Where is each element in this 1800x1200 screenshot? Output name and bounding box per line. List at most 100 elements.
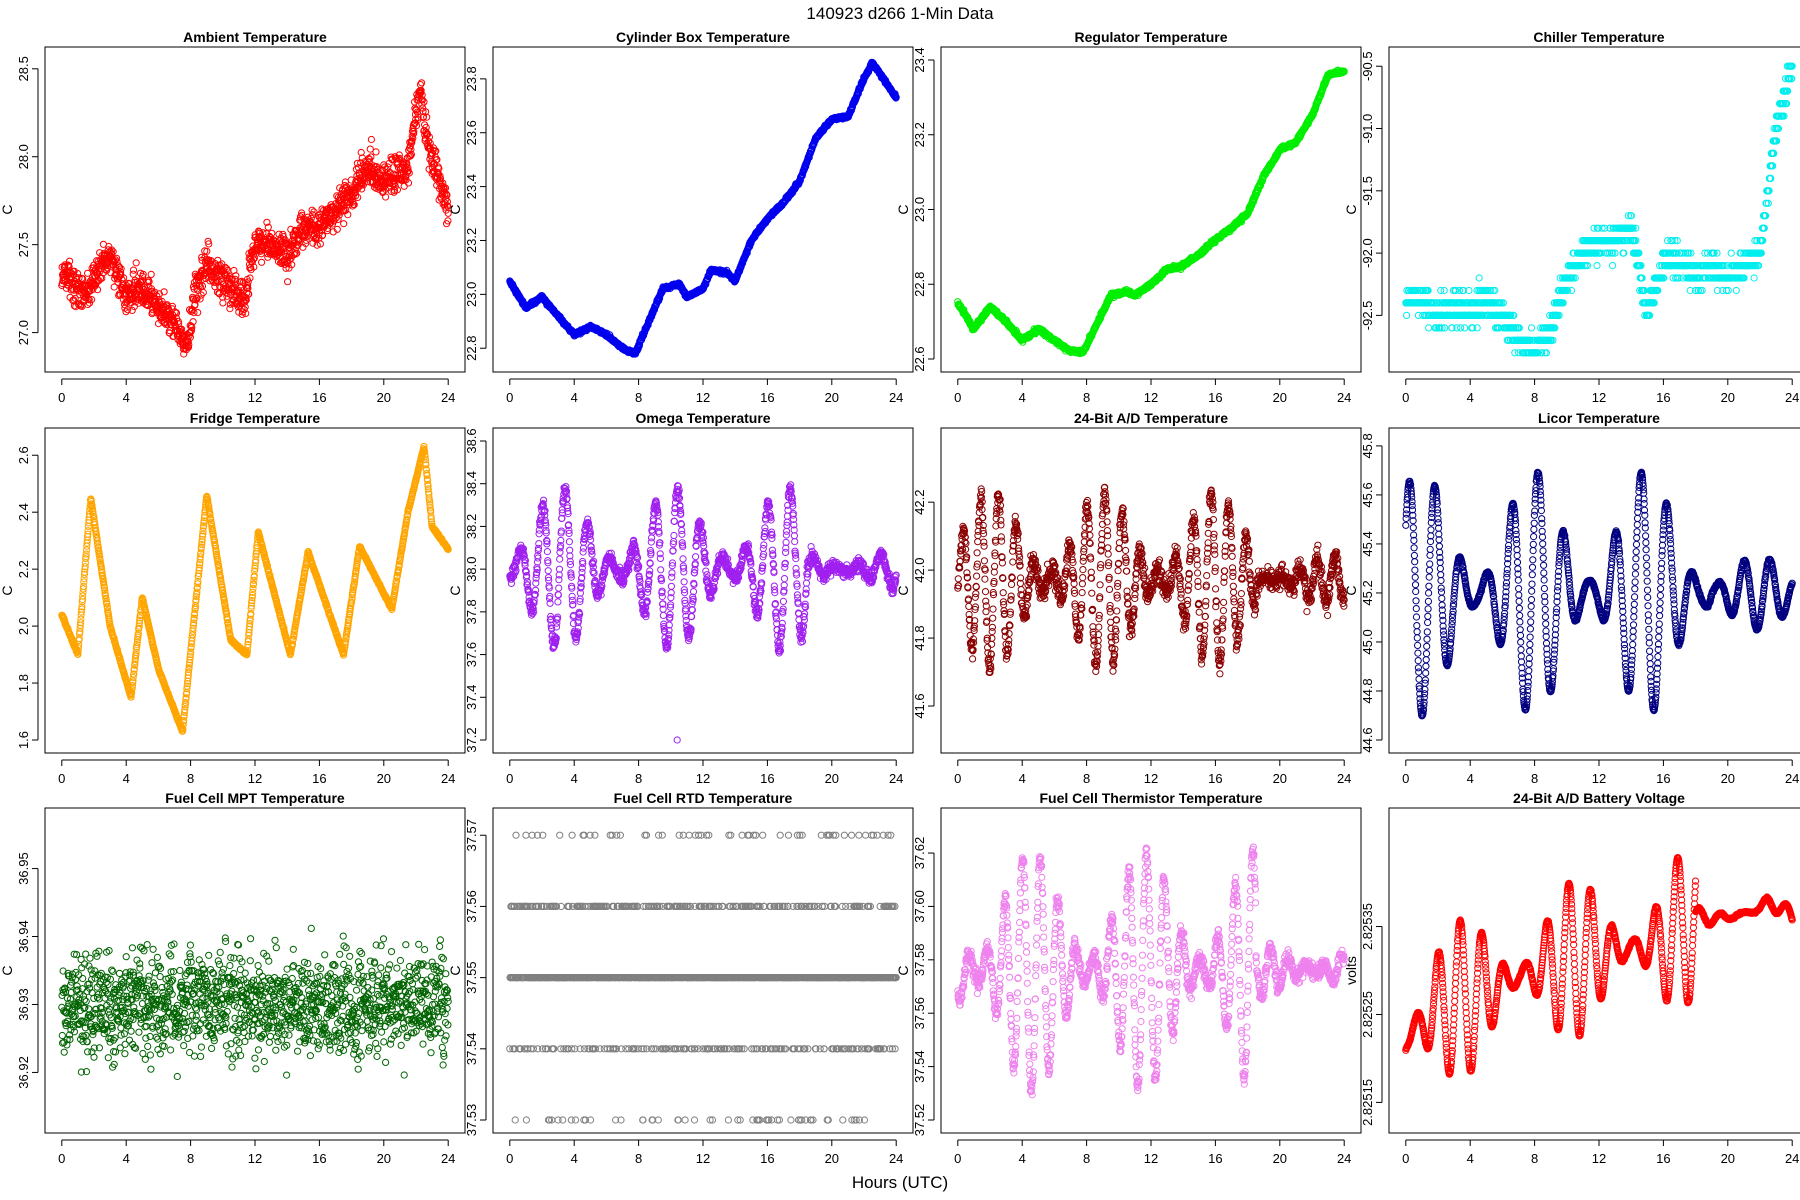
data-point — [84, 300, 92, 309]
x-tick-label: 8 — [1083, 390, 1090, 405]
data-point — [340, 220, 348, 228]
data-points — [506, 58, 900, 358]
data-point — [140, 283, 149, 291]
y-tick-label: 22.8 — [912, 272, 927, 297]
data-point — [298, 209, 306, 217]
x-tick-label: 4 — [571, 390, 578, 405]
data-point — [128, 306, 136, 314]
data-point — [84, 269, 92, 277]
data-point — [226, 305, 234, 313]
data-point — [258, 258, 266, 266]
data-point — [203, 247, 211, 255]
data-point — [293, 249, 301, 257]
data-point — [117, 265, 125, 273]
x-tick-label: 20 — [1273, 390, 1287, 405]
data-point — [85, 296, 93, 304]
x-tick-label: 16 — [760, 390, 774, 405]
data-point — [66, 257, 74, 265]
data-point — [284, 278, 292, 286]
x-tick-label: 20 — [377, 390, 391, 405]
x-tick-label: 12 — [696, 390, 710, 405]
data-point — [308, 206, 316, 214]
data-point — [153, 292, 161, 300]
x-axis: 0 4 8 12 16 20 24 — [58, 378, 455, 405]
data-point — [75, 274, 83, 282]
data-point — [316, 240, 324, 248]
data-point — [244, 278, 252, 286]
y-tick-label: 23.6 — [464, 120, 479, 145]
data-point — [194, 308, 202, 317]
y-axis: 22.823.023.223.423.623.8 — [464, 66, 487, 361]
data-point — [139, 270, 147, 278]
data-point — [242, 309, 250, 317]
data-point — [186, 333, 194, 341]
x-tick-label: 24 — [441, 390, 455, 405]
plot-frame — [492, 46, 914, 373]
data-point — [333, 225, 341, 233]
y-axis: 22.622.823.023.223.4 — [912, 47, 935, 372]
data-point — [246, 274, 254, 282]
y-tick-label: 28.5 — [16, 56, 31, 81]
data-point — [171, 308, 179, 316]
data-point — [194, 276, 203, 284]
data-point — [311, 234, 319, 242]
y-tick-label: 23.0 — [464, 282, 479, 307]
data-point — [144, 302, 152, 310]
x-tick-label: 24 — [889, 390, 903, 405]
data-point — [264, 223, 272, 231]
data-point — [199, 288, 207, 297]
data-point — [99, 259, 107, 267]
data-point — [1461, 324, 1469, 332]
data-point — [310, 208, 318, 216]
data-point — [163, 301, 171, 309]
data-point — [217, 278, 225, 286]
data-point — [185, 341, 193, 349]
data-point — [227, 276, 235, 284]
data-point — [168, 302, 176, 310]
data-point — [79, 275, 87, 283]
data-point — [191, 296, 200, 304]
data-point — [132, 259, 140, 267]
x-axis: 0 4 8 12 16 20 24 — [954, 378, 1351, 405]
y-tick-label: 22.6 — [912, 346, 927, 371]
x-tick-label: 0 — [58, 390, 65, 405]
data-point — [160, 288, 168, 296]
x-tick-label: 4 — [1019, 390, 1026, 405]
data-point — [124, 306, 132, 314]
y-tick-label: 28.0 — [16, 144, 31, 169]
data-point — [189, 318, 197, 326]
data-point — [244, 281, 252, 289]
x-tick-label: 24 — [1337, 390, 1351, 405]
y-tick-label: 23.8 — [464, 66, 479, 91]
x-tick-label: 16 — [312, 390, 326, 405]
data-point — [184, 343, 193, 351]
data-point — [155, 290, 163, 298]
data-point — [1527, 324, 1536, 332]
data-point — [69, 297, 77, 305]
panel-title: Cylinder Box Temperature — [616, 29, 790, 45]
x-tick-label: 4 — [123, 390, 130, 405]
figure-suptitle: 140923 d266 1-Min Data — [806, 4, 994, 23]
data-point — [109, 248, 117, 256]
x-tick-label: 20 — [825, 390, 839, 405]
data-point — [129, 266, 138, 274]
data-point — [88, 296, 96, 304]
data-point — [204, 237, 212, 245]
data-point — [281, 260, 289, 268]
data-point — [190, 309, 198, 317]
data-point — [251, 254, 259, 262]
data-point — [191, 300, 199, 309]
y-tick-label: 23.0 — [912, 197, 927, 222]
data-point — [263, 218, 271, 226]
data-point — [120, 274, 128, 282]
data-point — [334, 215, 342, 223]
data-point — [71, 294, 79, 302]
data-point — [232, 272, 240, 280]
x-tick-label: 0 — [506, 390, 513, 405]
data-point — [219, 299, 227, 307]
data-point — [213, 276, 221, 284]
data-point — [302, 239, 310, 248]
